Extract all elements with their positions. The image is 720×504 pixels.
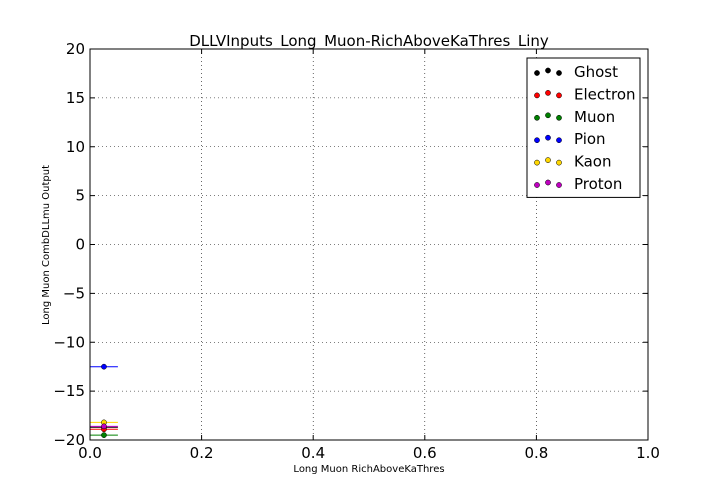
legend-marker-ghost (545, 67, 551, 74)
legend-marker-pion (534, 137, 540, 144)
legend-marker-proton (556, 182, 562, 188)
data-marks (90, 363, 118, 438)
x-tick-label: 0.4 (301, 444, 325, 462)
legend-marker-electron (545, 90, 551, 96)
legend: Ghost Electron Muon Pion Kaon Proton (526, 57, 641, 198)
legend-label-muon: Muon (574, 108, 615, 126)
x-tick-label: 0.0 (78, 444, 102, 462)
y-tick-label: −15 (53, 382, 85, 400)
legend-marker-muon (534, 114, 540, 121)
chart-title: DLLVInputs_Long_Muon-RichAboveKaThres_Li… (189, 32, 549, 51)
legend-label-ghost: Ghost (574, 63, 618, 81)
legend-box (526, 57, 641, 198)
legend-label-pion: Pion (574, 130, 606, 148)
y-tick-label: 0 (75, 236, 85, 254)
x-tick-label: 0.6 (413, 444, 437, 462)
x-axis-label: Long Muon RichAboveKaThres (293, 464, 444, 475)
data-point-pion (101, 363, 107, 370)
ticks: 0.0 0.2 0.4 0.6 0.8 1.0 20 15 10 5 0 −5 −10 −15 −20 (53, 40, 660, 462)
x-tick-label: 1.0 (636, 444, 660, 462)
legend-marker-proton (534, 182, 540, 188)
legend-marker-muon (545, 112, 551, 119)
legend-marker-kaon (545, 157, 551, 163)
data-point-muon (101, 432, 107, 438)
legend-marker-pion (556, 137, 562, 144)
y-tick-label: 15 (66, 89, 85, 107)
legend-marker-proton (545, 179, 551, 186)
x-tick-label: 0.8 (524, 444, 548, 462)
y-tick-label: −20 (53, 431, 85, 449)
legend-marker-ghost (534, 70, 540, 76)
legend-marker-muon (556, 114, 562, 121)
legend-label-kaon: Kaon (574, 153, 611, 171)
legend-marker-ghost (556, 70, 562, 76)
legend-marker-kaon (556, 159, 562, 166)
y-tick-label: 20 (66, 40, 85, 58)
legend-marker-electron (556, 92, 562, 99)
data-point-proton (101, 423, 107, 430)
y-axis-label: Long Muon CombDLLmu Output (41, 165, 52, 325)
y-tick-label: 10 (66, 138, 85, 156)
legend-marker-electron (534, 92, 540, 99)
y-tick-label: −5 (63, 284, 85, 302)
legend-marker-pion (545, 134, 551, 141)
legend-marker-kaon (534, 159, 540, 166)
y-tick-label: −10 (53, 333, 85, 351)
x-tick-label: 0.2 (190, 444, 214, 462)
legend-label-proton: Proton (574, 175, 622, 193)
legend-label-electron: Electron (574, 85, 636, 103)
y-tick-label: 5 (75, 187, 85, 205)
